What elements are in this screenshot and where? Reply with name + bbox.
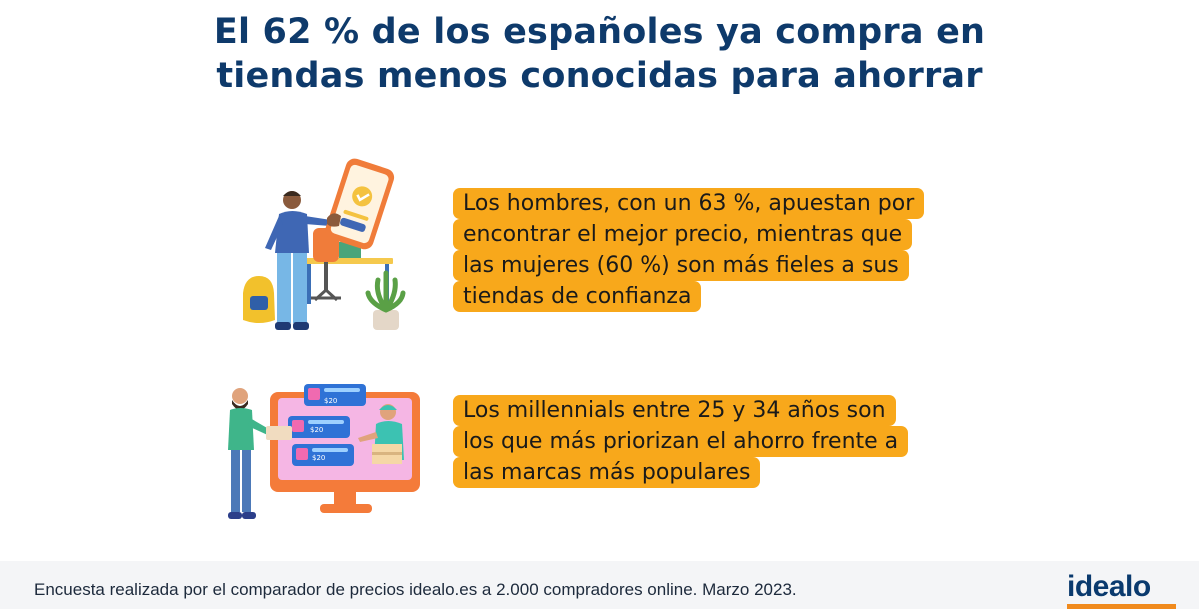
idealo-logo: idealo <box>1067 572 1176 609</box>
callout-millennials-line-2: los que más priorizan el ahorro frente a <box>453 426 909 457</box>
callout-gender-line-1: Los hombres, con un 63 %, apuestan por <box>453 188 925 219</box>
shopper-phone-illustration <box>243 158 406 330</box>
logo-underline <box>1067 604 1176 609</box>
online-shop-illustration: $20 $20 $20 <box>228 384 420 519</box>
callout-millennials-line-3: las marcas más populares <box>453 457 761 488</box>
footer: Encuesta realizada por el comparador de … <box>0 561 1199 609</box>
title-line-2: tiendas menos conocidas para ahorrar <box>216 56 983 96</box>
price-label-1: $20 <box>324 397 337 405</box>
title-line-1: El 62 % de los españoles ya compra en <box>213 12 986 52</box>
callout-millennials-line-1: Los millennials entre 25 y 34 años son <box>453 395 896 426</box>
callout-gender: Los hombres, con un 63 %, apuestan por e… <box>453 188 925 312</box>
callout-gender-line-3: las mujeres (60 %) son más fieles a sus <box>453 250 909 281</box>
callout-gender-line-2: encontrar el mejor precio, mientras que <box>453 219 913 250</box>
price-label-2: $20 <box>310 426 323 434</box>
callout-millennials: Los millennials entre 25 y 34 años son l… <box>453 395 909 488</box>
page-title: El 62 % de los españoles ya compra en ti… <box>0 10 1199 98</box>
callout-gender-line-4: tiendas de confianza <box>453 281 702 312</box>
source-note: Encuesta realizada por el comparador de … <box>34 580 797 599</box>
logo-text: idealo <box>1067 570 1151 603</box>
price-label-3: $20 <box>312 454 325 462</box>
